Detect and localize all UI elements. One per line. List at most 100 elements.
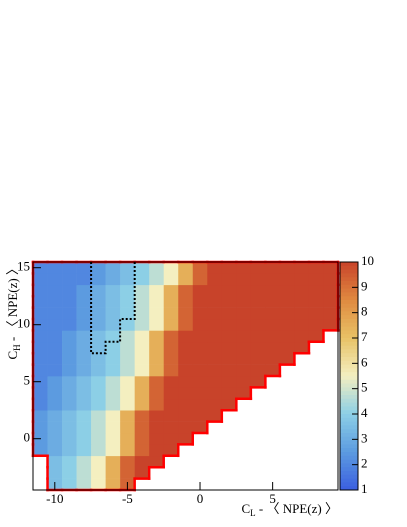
cell bbox=[163, 330, 179, 343]
cell bbox=[207, 410, 223, 422]
cell bbox=[76, 296, 92, 308]
cell bbox=[62, 307, 77, 320]
cell bbox=[250, 273, 266, 286]
cell bbox=[33, 296, 48, 308]
cell bbox=[192, 330, 208, 343]
cell bbox=[323, 319, 339, 331]
cell bbox=[207, 262, 223, 274]
cell bbox=[149, 341, 165, 354]
cell bbox=[192, 421, 208, 434]
cell bbox=[265, 284, 281, 297]
cell bbox=[134, 376, 150, 388]
cell bbox=[250, 330, 266, 343]
cell bbox=[149, 421, 165, 434]
cell bbox=[308, 307, 324, 320]
cell bbox=[134, 364, 150, 377]
colorbar-segment bbox=[340, 486, 358, 491]
colorbar-segment bbox=[340, 383, 358, 388]
cell bbox=[105, 296, 121, 308]
cell bbox=[192, 376, 208, 388]
cell bbox=[163, 444, 179, 457]
cell bbox=[120, 273, 135, 286]
cell bbox=[236, 376, 252, 388]
cell bbox=[47, 455, 63, 468]
cell bbox=[76, 376, 92, 388]
cell bbox=[308, 262, 324, 274]
cell bbox=[120, 284, 135, 297]
cell bbox=[294, 296, 310, 308]
cell bbox=[192, 319, 208, 331]
cell bbox=[323, 307, 339, 320]
cell bbox=[120, 296, 135, 308]
cell bbox=[207, 284, 223, 297]
cell bbox=[178, 319, 194, 331]
cell bbox=[120, 444, 135, 457]
cell bbox=[236, 319, 252, 331]
cell bbox=[47, 296, 63, 308]
cell bbox=[221, 353, 237, 365]
colorbar-segment bbox=[340, 296, 358, 301]
cell bbox=[163, 273, 179, 286]
cell bbox=[76, 330, 92, 343]
cell bbox=[134, 296, 150, 308]
cell bbox=[91, 398, 106, 411]
cell bbox=[265, 364, 281, 377]
colorbar-segment bbox=[340, 478, 358, 483]
cell bbox=[62, 433, 77, 445]
colorbar-segment bbox=[340, 341, 358, 346]
colorbar-segment bbox=[340, 391, 358, 396]
dotted-contour bbox=[90, 262, 136, 355]
colorbar-segment bbox=[340, 417, 358, 422]
cell bbox=[105, 364, 121, 377]
colorbar-segment bbox=[340, 303, 358, 308]
cell bbox=[323, 273, 339, 286]
cell bbox=[250, 376, 266, 388]
cell bbox=[120, 330, 135, 343]
colorbar-segment bbox=[340, 330, 358, 335]
cell bbox=[62, 330, 77, 343]
cell bbox=[134, 433, 150, 445]
colorbar-tick-label: 3 bbox=[361, 430, 368, 445]
colorbar-segment bbox=[340, 387, 358, 392]
cell bbox=[178, 387, 194, 400]
cell bbox=[120, 398, 135, 411]
cell bbox=[62, 319, 77, 331]
cell bbox=[33, 284, 48, 297]
colorbar-segment bbox=[340, 277, 358, 282]
cell bbox=[47, 444, 63, 457]
cell bbox=[221, 364, 237, 377]
cell bbox=[33, 364, 48, 377]
cell bbox=[76, 262, 92, 274]
cell bbox=[47, 467, 63, 479]
cell bbox=[163, 364, 179, 377]
colorbar-frame bbox=[339, 261, 359, 491]
cell bbox=[207, 296, 223, 308]
cell bbox=[33, 398, 48, 411]
cell bbox=[91, 364, 106, 377]
cell bbox=[192, 353, 208, 365]
cell bbox=[33, 444, 48, 457]
cell bbox=[91, 410, 106, 422]
cell bbox=[120, 341, 135, 354]
cell bbox=[76, 410, 92, 422]
colorbar-segment bbox=[340, 288, 358, 293]
cell bbox=[76, 273, 92, 286]
cell bbox=[105, 467, 121, 479]
cell bbox=[207, 398, 223, 411]
cell bbox=[279, 341, 295, 354]
cell bbox=[236, 341, 252, 354]
colorbar-segment bbox=[340, 452, 358, 457]
cell bbox=[207, 341, 223, 354]
cell bbox=[76, 455, 92, 468]
cell bbox=[163, 262, 179, 274]
colorbar-segment bbox=[340, 326, 358, 331]
cell bbox=[221, 273, 237, 286]
cell bbox=[33, 273, 48, 286]
cell bbox=[192, 273, 208, 286]
colorbar-tick-label: 10 bbox=[361, 253, 374, 268]
cell bbox=[134, 307, 150, 320]
cell bbox=[105, 273, 121, 286]
cell bbox=[91, 273, 106, 286]
cell bbox=[91, 421, 106, 434]
colorbar-segment bbox=[340, 292, 358, 297]
